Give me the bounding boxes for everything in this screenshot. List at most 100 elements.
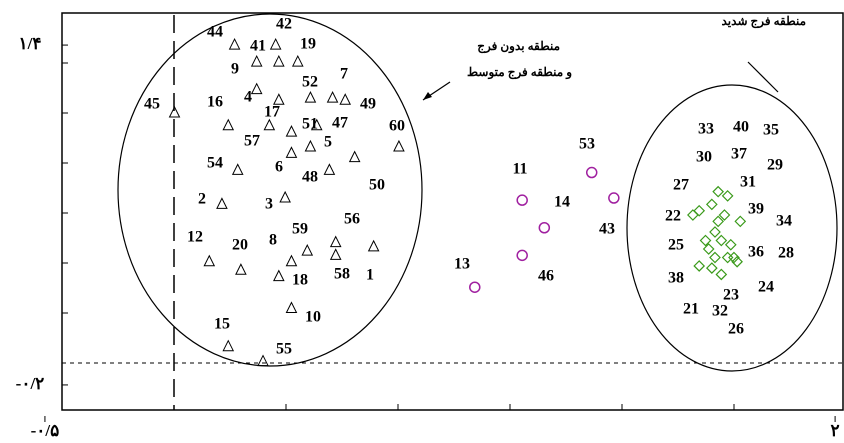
data-point	[231, 163, 244, 175]
data-point	[273, 93, 285, 105]
data-point	[301, 243, 314, 256]
point-label: 44	[207, 24, 223, 41]
point-label: 8	[269, 232, 277, 249]
data-point	[203, 254, 216, 267]
data-point	[263, 118, 276, 131]
point-label: 9	[231, 61, 239, 78]
data-point	[228, 37, 241, 50]
data-point	[329, 235, 342, 248]
point-label: 37	[731, 146, 747, 163]
point-label: 28	[778, 245, 794, 262]
annotation: و منطقه فرج متوسط	[467, 65, 572, 80]
data-point	[538, 221, 551, 234]
data-point	[715, 268, 728, 281]
data-point	[291, 54, 304, 67]
data-point	[339, 93, 352, 105]
point-label: 55	[276, 341, 292, 358]
point-label: 18	[292, 272, 308, 289]
data-point	[718, 209, 731, 221]
point-label: 1	[366, 267, 374, 284]
data-point	[269, 37, 282, 50]
data-point	[721, 190, 734, 202]
point-label: 43	[599, 221, 615, 238]
data-point	[585, 166, 598, 179]
x-tick-label: -۰/۵	[31, 421, 60, 440]
point-label: 29	[767, 157, 783, 174]
point-label: 59	[292, 221, 308, 238]
data-point	[715, 234, 728, 247]
data-point	[712, 215, 725, 228]
point-label: 41	[250, 38, 266, 55]
data-point	[326, 91, 339, 103]
axis-ticks	[62, 62, 735, 410]
data-point	[329, 248, 342, 260]
data-point	[608, 192, 620, 204]
data-point	[285, 125, 298, 137]
data-point	[348, 150, 361, 163]
data-point	[250, 54, 263, 67]
data-point	[724, 238, 737, 251]
data-point	[734, 215, 747, 228]
point-label: 31	[740, 174, 756, 191]
point-label: 60	[389, 118, 405, 135]
point-label: 33	[698, 121, 714, 138]
point-label: 19	[300, 36, 316, 53]
point-label: 56	[344, 211, 360, 228]
point-label: 53	[579, 136, 595, 153]
point-label: 17	[264, 104, 280, 121]
point-label: 36	[748, 244, 764, 261]
point-label: 14	[554, 194, 570, 211]
point-label: 7	[340, 66, 348, 83]
point-label: 6	[275, 159, 283, 176]
data-point	[699, 234, 712, 247]
point-label: 58	[334, 266, 350, 283]
point-label: 26	[728, 321, 744, 338]
arrow	[747, 61, 779, 93]
point-label: 32	[712, 303, 728, 320]
point-label: 57	[244, 133, 260, 150]
point-label: 54	[207, 155, 223, 172]
point-label: 51	[302, 116, 318, 133]
data-point	[235, 263, 247, 275]
data-point	[705, 262, 718, 274]
data-point	[721, 251, 734, 264]
cluster-ellipse	[117, 13, 423, 367]
point-label: 40	[733, 119, 749, 136]
point-label: 50	[369, 177, 385, 194]
x-tick-label: ۲	[831, 421, 840, 440]
arrow-head	[423, 92, 432, 100]
point-label: 30	[696, 149, 712, 166]
data-point	[709, 226, 721, 238]
data-point	[273, 269, 285, 282]
point-label: 15	[214, 316, 230, 333]
point-label: 2	[198, 191, 206, 208]
cluster-ellipse	[626, 84, 838, 372]
point-label: 24	[758, 279, 774, 296]
point-label: 13	[454, 256, 470, 273]
data-point	[273, 54, 285, 67]
data-point	[709, 251, 721, 264]
data-point	[702, 243, 715, 255]
point-label: 39	[748, 201, 764, 218]
data-point	[367, 239, 380, 252]
point-label: 27	[673, 177, 689, 194]
data-point	[279, 190, 291, 203]
point-label: 20	[232, 237, 248, 254]
point-label: 49	[360, 96, 376, 113]
data-point	[693, 260, 706, 272]
point-label: 34	[776, 213, 792, 230]
point-label: 22	[665, 208, 681, 225]
point-label: 5	[324, 134, 332, 151]
annotation: منطقه بدون فرج	[477, 39, 560, 54]
point-label: 10	[305, 309, 321, 326]
data-point	[310, 118, 323, 131]
point-label: 25	[668, 237, 684, 254]
data-point	[168, 105, 181, 118]
point-label: 4	[244, 89, 252, 106]
point-label: 47	[332, 115, 348, 132]
data-point	[285, 301, 298, 313]
point-label: 11	[512, 161, 527, 178]
data-point	[216, 197, 228, 209]
data-point	[304, 91, 317, 103]
